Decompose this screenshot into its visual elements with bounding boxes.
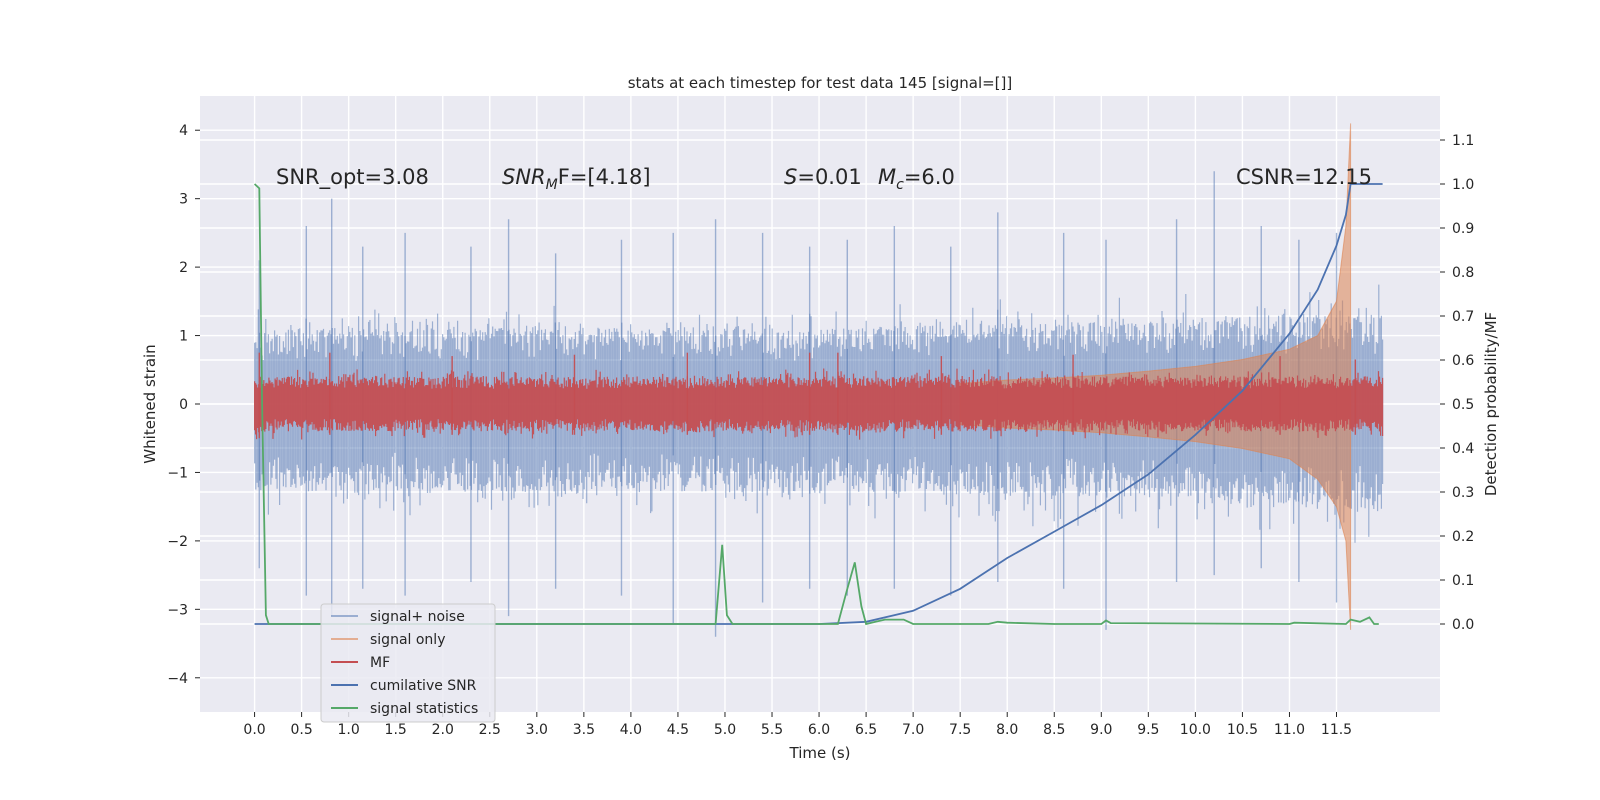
annotation-snr-opt: SNR_opt=3.08 [276,165,429,190]
y-right-tick-label: 0.6 [1452,353,1474,369]
y-left-tick-label: 1 [179,329,188,345]
x-tick-label: 2.0 [432,722,454,738]
series-layer [253,123,1384,637]
y-right-tick-label: 1.1 [1452,133,1474,149]
cumulative-snr-line [254,183,1383,625]
annotation-snr-mf-name: SNR [502,165,546,189]
x-tick-label: 7.5 [949,722,971,738]
x-tick-label: 3.5 [573,722,595,738]
y-left-tick-label: −2 [167,534,188,550]
annotation-s-value: =0.01 [797,165,861,189]
signal-only-area [959,123,1352,630]
y-right-tick-label: 0.7 [1452,309,1474,325]
x-tick-label: 0.5 [290,722,312,738]
x-tick-label: 0.0 [243,722,265,738]
annotation-snr-mf-sub: M [546,177,558,193]
y-left-tick-label: −3 [167,602,188,618]
annotation-snr-mf: SNRMF=[4.18] [502,165,651,193]
y-right-tick-label: 0.9 [1452,221,1474,237]
y-right-tick-label: 0.1 [1452,573,1474,589]
legend-label-signal-only: signal only [370,632,445,648]
y-left-tick-label: 4 [179,123,188,139]
annotation-mc: Mc=6.0 [878,165,955,193]
y-left-tick-label: 2 [179,260,188,276]
x-tick-label: 10.0 [1180,722,1211,738]
annotation-csnr: CSNR=12.15 [1236,165,1372,189]
y-right-tick-label: 0.8 [1452,265,1474,281]
x-tick-label: 8.5 [1043,722,1065,738]
annotation-snr-mf-rest: F=[4.18] [558,165,651,189]
y-left-tick-label: −4 [167,671,188,687]
x-tick-label: 4.5 [667,722,689,738]
annotation-mc-name: M [878,165,896,189]
annotation-mc-sub: c [896,177,904,193]
mf-trace [254,368,1384,440]
legend-label-signal-statistics: signal statistics [370,701,478,717]
x-tick-label: 8.0 [996,722,1018,738]
x-tick-label: 11.5 [1321,722,1352,738]
x-tick-label: 6.0 [808,722,830,738]
x-tick-label: 3.0 [526,722,548,738]
legend-label-cumulative-snr: cumilative SNR [370,678,477,694]
x-tick-label: 6.5 [855,722,877,738]
x-tick-label: 5.5 [761,722,783,738]
y-left-tick-label: −1 [167,465,188,481]
x-tick-label: 9.0 [1090,722,1112,738]
y-right-tick-label: 0.0 [1452,617,1474,633]
y-left-tick-label: 3 [179,192,188,208]
legend: signal+ noise signal only MF cumilative … [320,603,496,723]
x-tick-label: 9.5 [1137,722,1159,738]
x-axis-label: Time (s) [789,744,851,762]
x-tick-label: 5.0 [714,722,736,738]
axes: 0.0 0.5 1.0 1.5 2.0 2.5 3.0 3.5 4.0 4.5 5.0 5.5 6.0 6… [167,123,1474,738]
annotation-s: S=0.01 [784,165,862,189]
legend-box [320,603,496,723]
y-right-tick-label: 0.5 [1452,397,1474,413]
y-right-tick-label: 0.2 [1452,529,1474,545]
x-tick-label: 4.0 [620,722,642,738]
annotation-mc-value: =6.0 [904,165,955,189]
signal-statistics-line [253,183,1379,626]
y-left-tick-label: 0 [179,397,188,413]
chart-title: stats at each timestep for test data 145… [628,74,1013,92]
y-right-tick-label: 1.0 [1452,177,1474,193]
legend-label-mf: MF [370,655,390,671]
x-tick-label: 1.0 [338,722,360,738]
x-tick-label: 7.0 [902,722,924,738]
y-axis-label-left: Whitened strain [141,344,159,463]
y-right-tick-label: 0.3 [1452,485,1474,501]
y-axis-label-right: Detection probability/MF [1482,312,1500,496]
x-tick-label: 2.5 [479,722,501,738]
x-tick-label: 11.0 [1274,722,1305,738]
y-right-tick-label: 0.4 [1452,441,1474,457]
annotation-s-name: S [784,165,797,189]
x-tick-label: 1.5 [385,722,407,738]
legend-label-signal-noise: signal+ noise [370,609,465,625]
x-tick-label: 10.5 [1227,722,1258,738]
